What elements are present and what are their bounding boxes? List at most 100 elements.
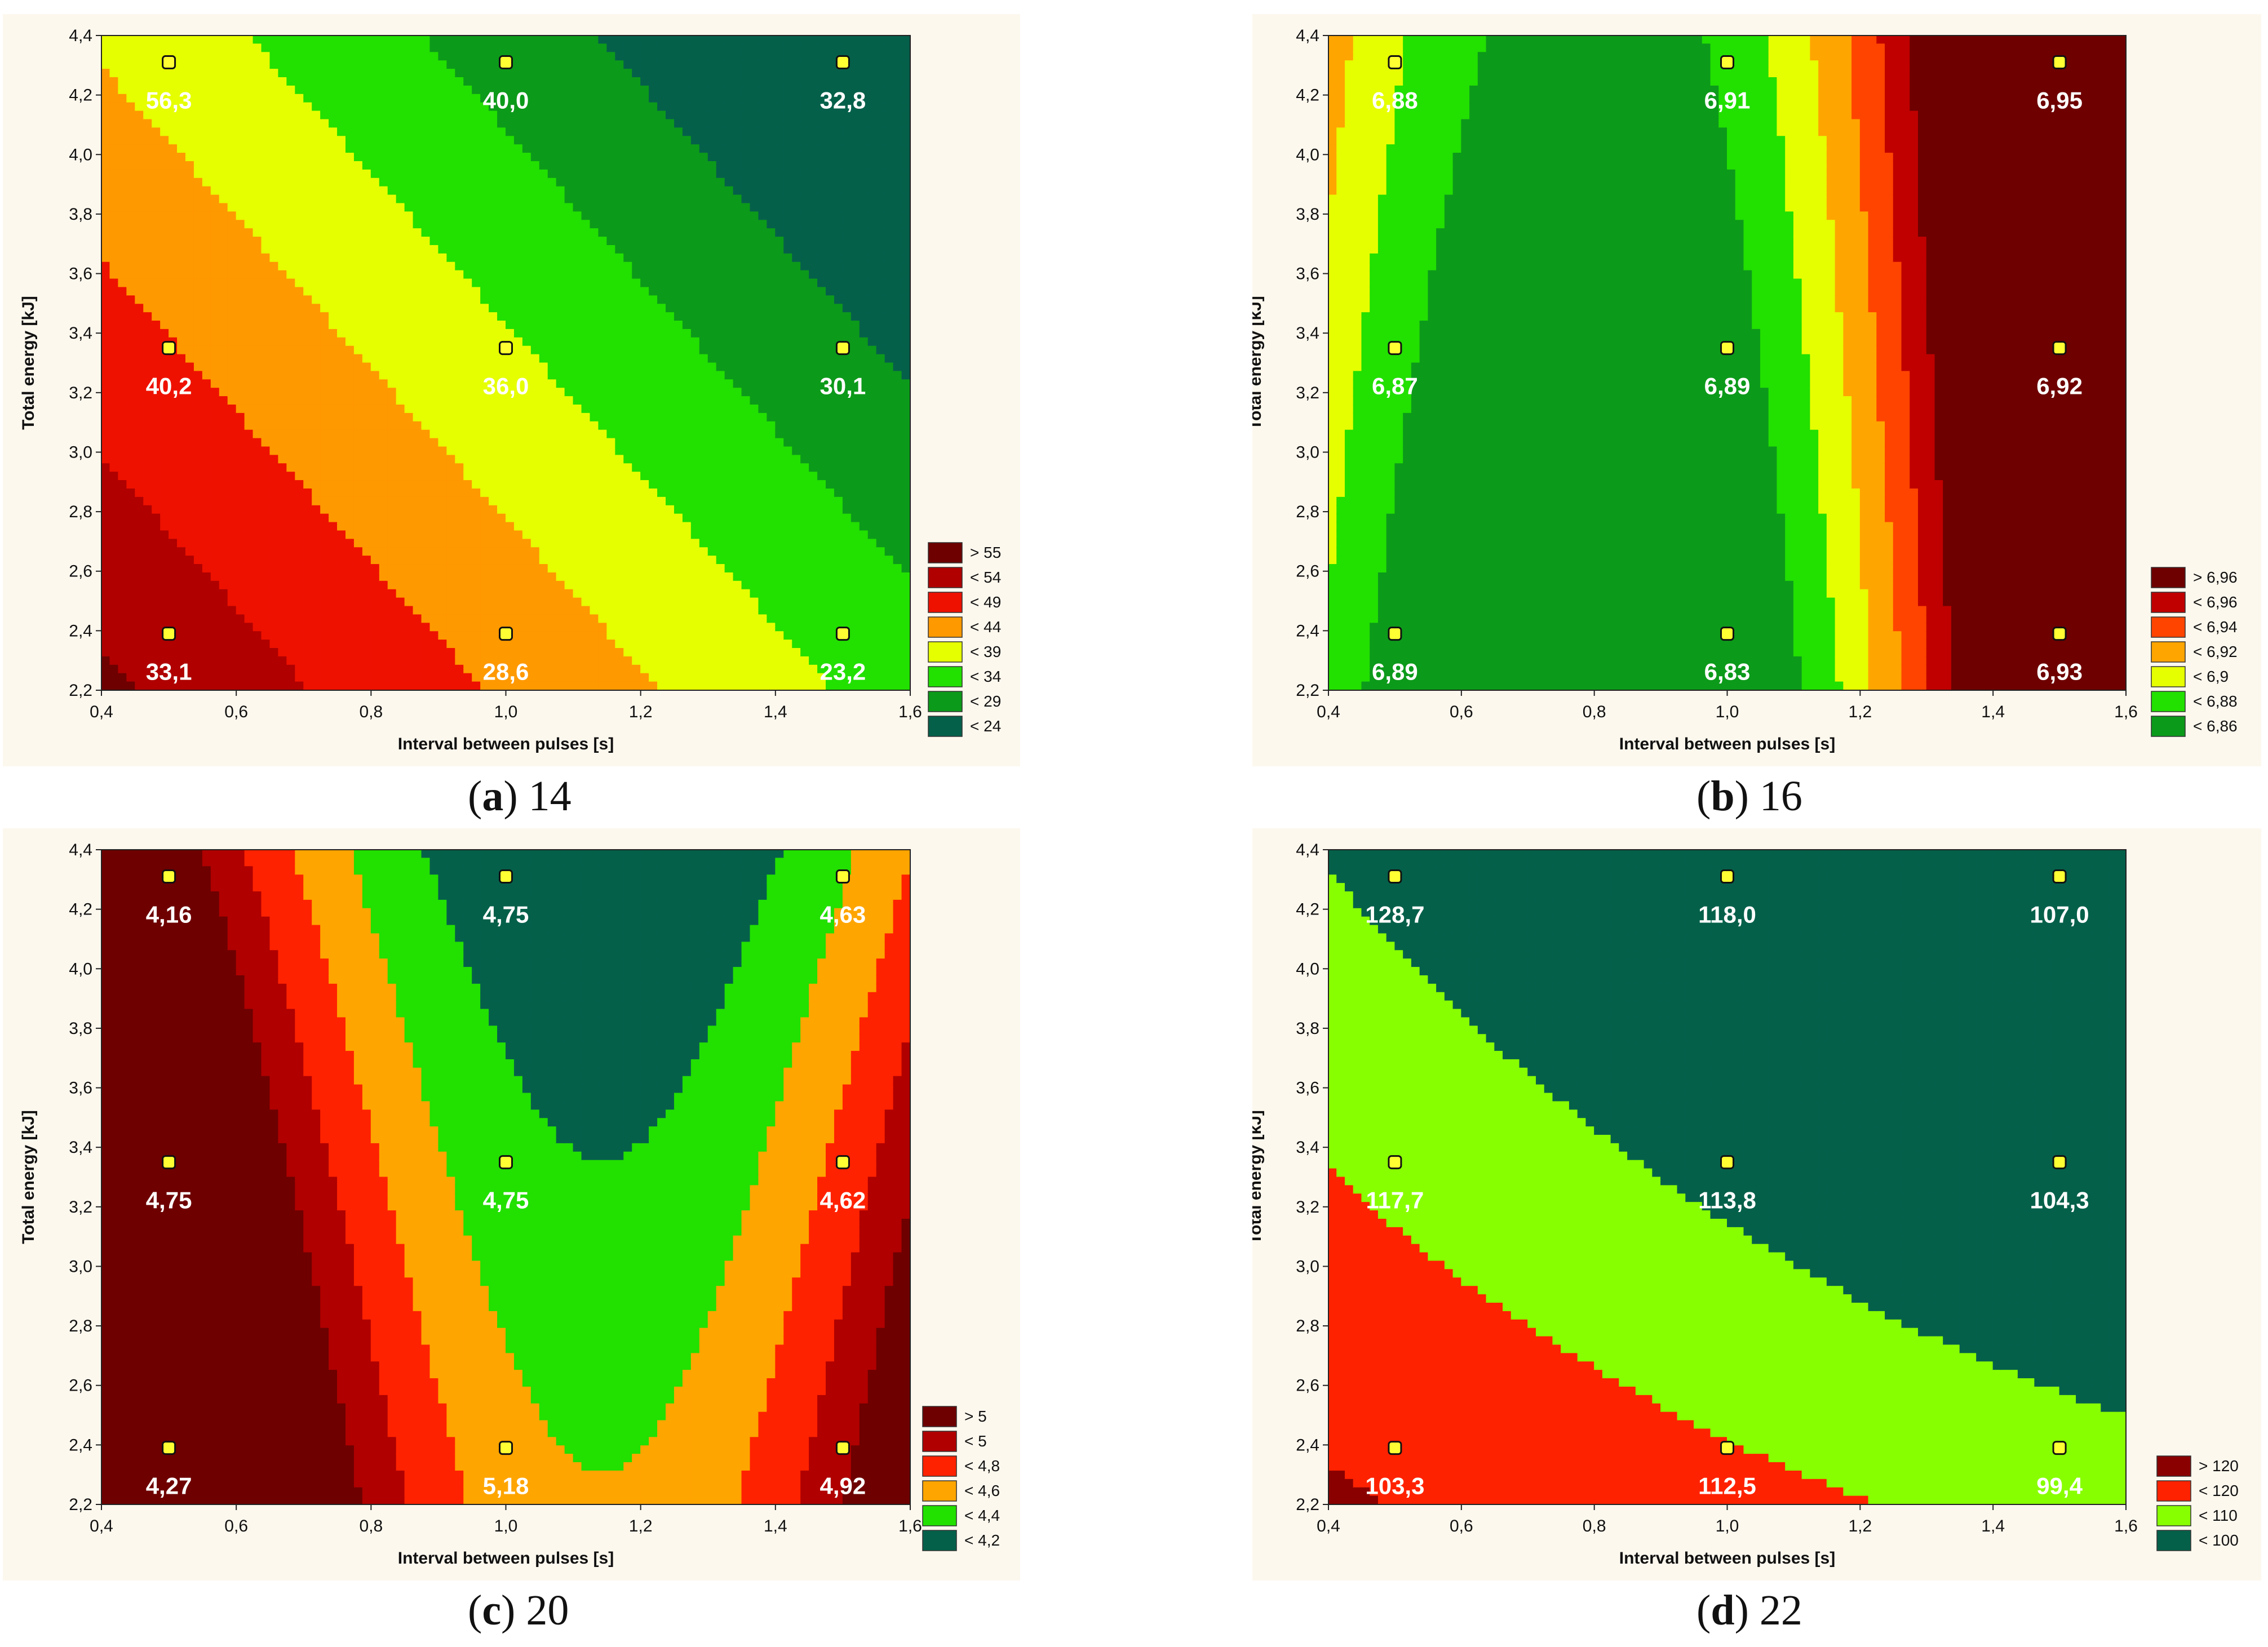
x-tick-label: 0,4 bbox=[90, 1517, 113, 1535]
x-tick-label: 0,4 bbox=[1317, 703, 1340, 721]
legend-label: < 49 bbox=[970, 593, 1001, 611]
legend-label: < 4,2 bbox=[964, 1531, 1000, 1549]
x-tick-label: 0,4 bbox=[90, 703, 113, 721]
data-point-label: 33,1 bbox=[146, 659, 192, 685]
data-point-label: 104,3 bbox=[2030, 1187, 2089, 1214]
legend-swatch bbox=[2151, 691, 2186, 712]
contour-fill bbox=[1328, 35, 2126, 690]
caption-text: 20 bbox=[526, 1587, 569, 1634]
data-point-marker bbox=[835, 55, 850, 70]
legend-label: < 6,86 bbox=[2193, 717, 2238, 735]
legend-label: < 6,92 bbox=[2193, 643, 2238, 660]
legend-swatch bbox=[2151, 567, 2186, 588]
data-point-label: 23,2 bbox=[820, 659, 866, 685]
legend-swatch bbox=[2156, 1480, 2191, 1502]
legend-label: < 110 bbox=[2199, 1507, 2238, 1524]
y-tick-label: 2,2 bbox=[1296, 681, 1319, 700]
legend-swatch bbox=[2156, 1505, 2191, 1526]
x-tick-label: 0,8 bbox=[1583, 1517, 1606, 1535]
x-axis-label: Interval between pulses [s] bbox=[1619, 1549, 1835, 1568]
x-tick-label: 1,6 bbox=[898, 703, 922, 721]
contour-plot-a: 0,4 0,6 0,8 1,0 1,2 1,4 1,6 2,2 2,4 2,6 2,8 3,0 3,2 3… bbox=[3, 14, 1020, 766]
y-tick-label: 2,2 bbox=[69, 1495, 92, 1514]
data-point-marker bbox=[2052, 1155, 2067, 1170]
legend-swatch bbox=[922, 1406, 957, 1427]
data-point-marker bbox=[835, 627, 850, 641]
legend-label: < 6,96 bbox=[2193, 593, 2238, 611]
data-point-marker bbox=[162, 627, 176, 641]
data-point-marker bbox=[499, 869, 513, 884]
data-point-label: 4,16 bbox=[146, 902, 192, 928]
legend-swatch bbox=[928, 666, 963, 687]
x-tick-label: 1,2 bbox=[1848, 1517, 1872, 1535]
y-tick-label: 4,2 bbox=[1296, 86, 1319, 105]
data-point-label: 6,93 bbox=[2036, 659, 2083, 685]
data-point-label: 128,7 bbox=[1365, 902, 1424, 928]
y-tick-label: 2,2 bbox=[69, 681, 92, 700]
y-axis-label: Total energy [kJ] bbox=[1252, 1110, 1265, 1244]
caption-b: (b) 16 bbox=[1696, 772, 1802, 821]
data-point-label: 32,8 bbox=[820, 87, 866, 114]
legend-swatch bbox=[2151, 666, 2186, 687]
y-tick-label: 3,6 bbox=[69, 1079, 92, 1098]
y-tick-label: 4,4 bbox=[1296, 841, 1319, 859]
data-point-marker bbox=[835, 1155, 850, 1170]
y-tick-label: 3,8 bbox=[1296, 1019, 1319, 1038]
data-point-label: 4,63 bbox=[820, 902, 866, 928]
y-tick-label: 2,6 bbox=[1296, 1377, 1319, 1395]
legend-swatch bbox=[2151, 641, 2186, 663]
y-tick-label: 2,4 bbox=[1296, 621, 1319, 640]
y-tick-label: 4,4 bbox=[69, 841, 92, 859]
contour-fill bbox=[101, 850, 910, 1504]
x-tick-label: 0,6 bbox=[1450, 703, 1473, 721]
data-point-marker bbox=[2052, 341, 2067, 356]
data-point-marker bbox=[1720, 1441, 1734, 1455]
y-tick-label: 3,8 bbox=[1296, 205, 1319, 224]
caption-letter: b bbox=[1711, 773, 1734, 820]
y-tick-label: 3,6 bbox=[1296, 1079, 1319, 1098]
contour-plot-b: 0,4 0,6 0,8 1,0 1,2 1,4 1,6 2,2 2,4 2,6 2,8 3,0 3,2 3… bbox=[1252, 14, 2261, 766]
x-tick-label: 1,0 bbox=[494, 703, 518, 721]
data-point-label: 4,62 bbox=[820, 1187, 866, 1214]
y-tick-label: 3,8 bbox=[69, 205, 92, 224]
x-tick-label: 1,6 bbox=[898, 1517, 922, 1535]
legend-swatch bbox=[922, 1530, 957, 1551]
x-tick-label: 0,8 bbox=[359, 703, 383, 721]
legend-swatch bbox=[2151, 592, 2186, 613]
y-axis-label: Total energy [kJ] bbox=[1252, 296, 1265, 430]
data-point-label: 40,0 bbox=[483, 87, 529, 114]
data-point-label: 6,89 bbox=[1372, 659, 1418, 685]
y-tick-label: 3,4 bbox=[69, 1138, 92, 1157]
legend-swatch bbox=[2151, 716, 2186, 737]
y-tick-label: 3,0 bbox=[69, 443, 92, 461]
x-tick-label: 0,6 bbox=[1450, 1517, 1473, 1535]
y-tick-label: 2,4 bbox=[69, 621, 92, 640]
legend-label: > 55 bbox=[970, 544, 1001, 561]
contour-plot-c: 0,4 0,6 0,8 1,0 1,2 1,4 1,6 2,2 2,4 2,6 2,8 3,0 3,2 3… bbox=[3, 828, 1020, 1581]
data-point-marker bbox=[499, 1155, 513, 1170]
legend-label: > 6,96 bbox=[2193, 569, 2238, 586]
y-tick-label: 3,2 bbox=[1296, 384, 1319, 402]
legend-swatch bbox=[922, 1505, 957, 1526]
legend-label: < 4,6 bbox=[964, 1482, 1000, 1499]
legend-swatch bbox=[928, 716, 963, 737]
data-point-label: 113,8 bbox=[1698, 1187, 1756, 1214]
legend-swatch bbox=[928, 641, 963, 663]
legend-swatch bbox=[922, 1480, 957, 1502]
data-point-marker bbox=[2052, 869, 2067, 884]
data-point-marker bbox=[162, 869, 176, 884]
data-point-marker bbox=[499, 341, 513, 356]
y-tick-label: 3,4 bbox=[69, 324, 92, 343]
x-tick-label: 1,2 bbox=[629, 703, 653, 721]
contour-plot-d: 0,4 0,6 0,8 1,0 1,2 1,4 1,6 2,2 2,4 2,6 2,8 3,0 3,2 3… bbox=[1252, 828, 2261, 1581]
y-tick-label: 2,8 bbox=[1296, 1317, 1319, 1335]
data-point-marker bbox=[835, 1441, 850, 1455]
legend-label: < 6,88 bbox=[2193, 692, 2238, 710]
data-point-label: 4,75 bbox=[483, 902, 529, 928]
y-tick-label: 3,6 bbox=[1296, 265, 1319, 283]
legend-label: < 5 bbox=[964, 1432, 987, 1450]
caption-a: (a) 14 bbox=[468, 772, 572, 821]
y-axis-label: Total energy [kJ] bbox=[19, 1110, 38, 1244]
y-tick-label: 4,0 bbox=[1296, 145, 1319, 164]
legend-swatch bbox=[2156, 1455, 2191, 1477]
